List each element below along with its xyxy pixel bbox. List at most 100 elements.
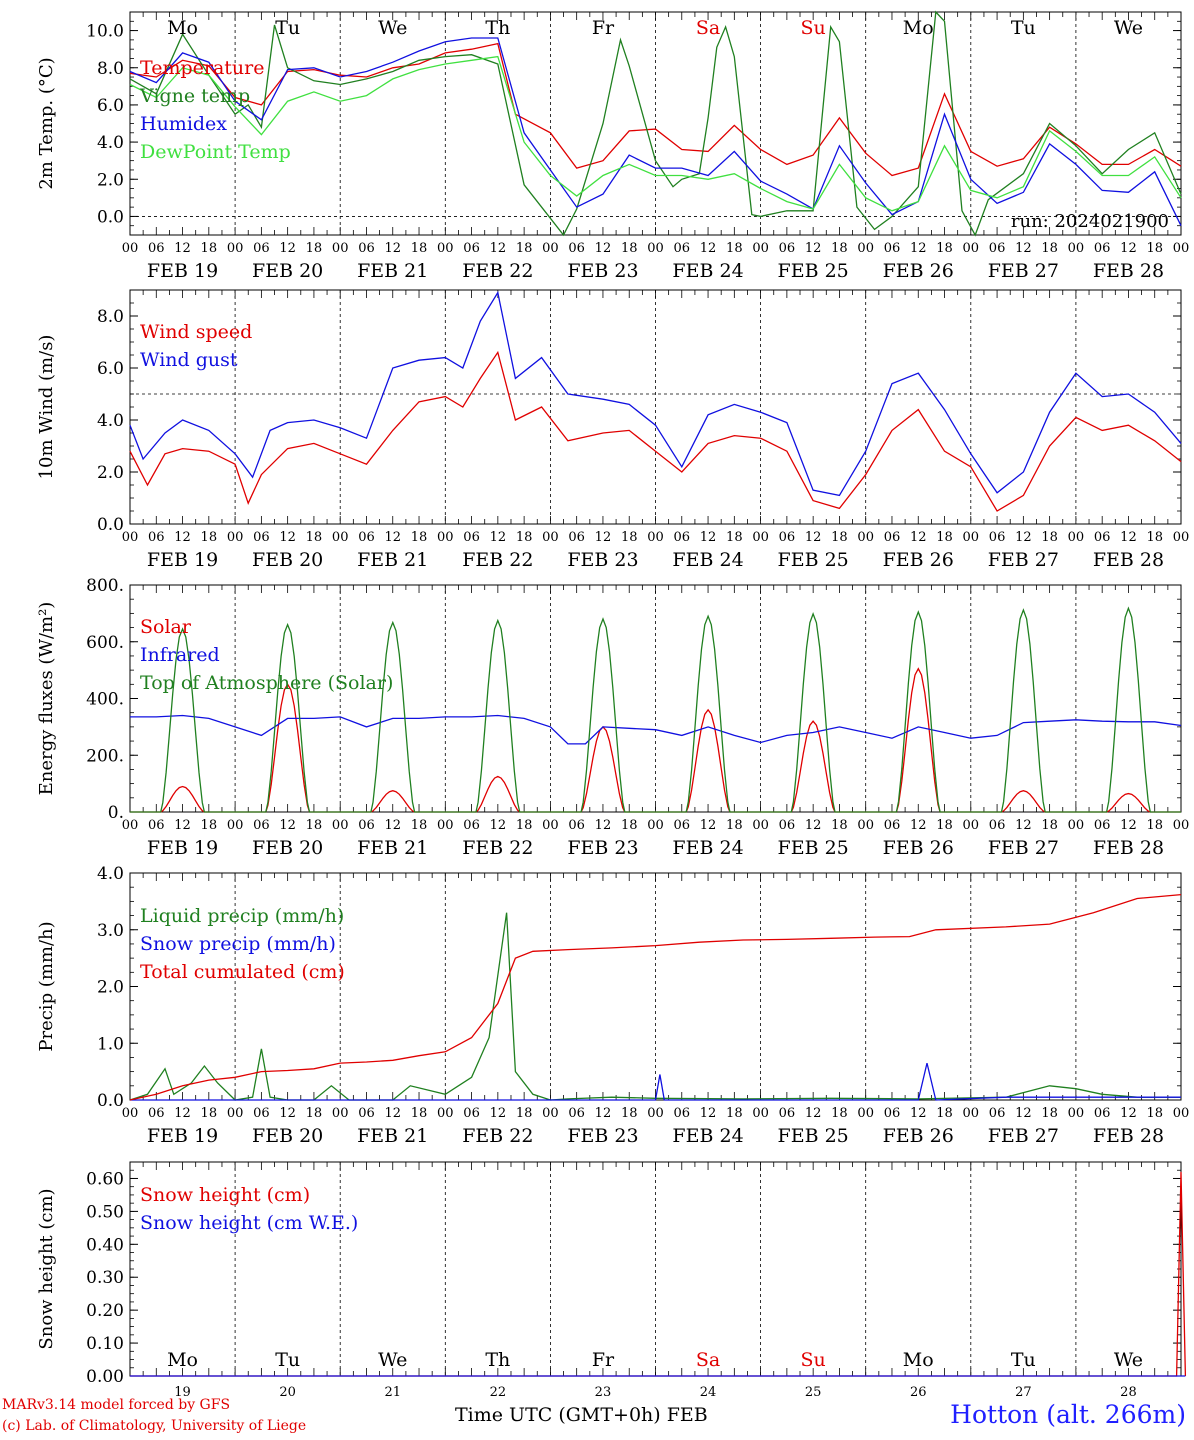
hour-tick-label: 18: [831, 1106, 848, 1121]
hour-tick-label: 18: [1041, 241, 1058, 256]
date-label: FEB 26: [883, 549, 954, 571]
legend-entry: Liquid precip (mm/h): [140, 905, 344, 927]
weekday-label: Su: [801, 1349, 826, 1371]
legend-entry: Snow height (cm W.E.): [140, 1212, 358, 1234]
hour-tick-label: 18: [516, 1106, 533, 1121]
y-tick-label: 0.40: [86, 1235, 124, 1255]
temp-frame: [129, 11, 1182, 236]
hour-tick-label: 00: [1068, 818, 1085, 833]
hour-tick-label: 00: [542, 1106, 559, 1121]
y-tick-label: 400.: [86, 690, 124, 710]
hour-tick-label: 12: [174, 530, 191, 545]
hour-tick-label: 06: [779, 1106, 796, 1121]
station-label: Hotton (alt. 266m): [950, 1400, 1186, 1429]
hour-tick-label: 18: [411, 241, 428, 256]
hour-tick-label: 06: [253, 1106, 270, 1121]
hour-tick-label: 06: [358, 241, 375, 256]
series-line: [129, 893, 1182, 1101]
run-label: run: 2024021900: [1011, 211, 1169, 232]
y-axis-label: 10m Wind (m/s): [36, 335, 57, 480]
hour-tick-label: 18: [726, 530, 743, 545]
legend-entry: Temperature: [140, 57, 264, 79]
legend-entry: Wind gust: [140, 349, 238, 371]
weekday-label: Su: [801, 17, 826, 39]
date-label: FEB 24: [672, 837, 743, 859]
hour-tick-label: 00: [1068, 1106, 1085, 1121]
hour-tick-label: 12: [1120, 241, 1137, 256]
weekday-label: Tu: [1011, 17, 1036, 39]
series-line: [129, 37, 1182, 226]
hour-tick-label: 00: [647, 530, 664, 545]
weekday-label: Tu: [275, 17, 300, 39]
model-credit: MARv3.14 model forced by GFS: [2, 1397, 231, 1413]
hour-tick-label: 18: [726, 241, 743, 256]
lab-credit: (c) Lab. of Climatology, University of L…: [2, 1418, 307, 1434]
x-axis-title: Time UTC (GMT+0h) FEB: [455, 1404, 708, 1426]
y-tick-label: 800.: [86, 576, 124, 596]
hour-tick-label: 12: [1015, 241, 1032, 256]
legend-entry: Snow height (cm): [140, 1184, 310, 1206]
wind-panel: 0.0 2.0 4.0 6.0 8.0 10m Wind (m/s) 00 06 12 18 00 0…: [36, 289, 1189, 571]
hour-tick-label: 06: [989, 1106, 1006, 1121]
hour-tick-label: 18: [411, 530, 428, 545]
hour-tick-label: 12: [384, 241, 401, 256]
weekday-label: Sa: [696, 1349, 720, 1371]
date-label: FEB 21: [357, 549, 428, 571]
date-label: FEB 22: [462, 260, 533, 282]
hour-tick-label: 00: [542, 530, 559, 545]
weekday-label: We: [1114, 17, 1143, 39]
hour-tick-label: 00: [332, 530, 349, 545]
hour-tick-label: 18: [621, 530, 638, 545]
date-label: FEB 20: [252, 260, 323, 282]
hour-tick-label: 06: [148, 530, 165, 545]
hour-tick-label: 06: [779, 818, 796, 833]
hour-tick-label: 06: [568, 241, 585, 256]
date-label: FEB 20: [252, 837, 323, 859]
hour-tick-label: 06: [358, 530, 375, 545]
hour-tick-label: 18: [201, 1106, 218, 1121]
hour-tick-label: 18: [936, 530, 953, 545]
hour-tick-label: 18: [726, 818, 743, 833]
hour-tick-label: 00: [227, 1106, 244, 1121]
energy-panel: 0. 200. 400. 600. 800. Energy fluxes (W/m²) 00…: [36, 576, 1189, 859]
hour-tick-label: 06: [568, 530, 585, 545]
hour-tick-label: 00: [437, 241, 454, 256]
weekday-label: Tu: [275, 1349, 300, 1371]
hour-tick-label: 00: [122, 241, 139, 256]
weekday-label: Sa: [696, 17, 720, 39]
hour-tick-label: 00: [122, 530, 139, 545]
date-label: FEB 24: [672, 1125, 743, 1147]
hour-tick-label: 12: [279, 530, 296, 545]
date-label: FEB 25: [778, 549, 849, 571]
y-tick-label: 600.: [86, 633, 124, 653]
y-tick-label: 0.0: [97, 1091, 124, 1111]
hour-tick-label: 18: [516, 530, 533, 545]
hour-tick-label: 00: [647, 1106, 664, 1121]
hour-tick-label: 18: [1146, 818, 1163, 833]
y-axis-label: Energy fluxes (W/m²): [36, 602, 57, 796]
weekday-label: We: [1114, 1349, 1143, 1371]
hour-tick-label: 00: [332, 241, 349, 256]
day-number-label: 25: [805, 1385, 822, 1400]
hour-tick-label: 06: [674, 241, 691, 256]
y-tick-label: 4.0: [97, 864, 124, 884]
date-label: FEB 24: [672, 549, 743, 571]
y-tick-label: 3.0: [97, 921, 124, 941]
weekday-label: We: [378, 1349, 407, 1371]
hour-tick-label: 00: [227, 530, 244, 545]
date-label: FEB 25: [778, 260, 849, 282]
hour-tick-label: 06: [148, 241, 165, 256]
y-tick-label: 8.0: [97, 307, 124, 327]
y-tick-label: 2.0: [97, 170, 124, 190]
legend-entry: Total cumulated (cm): [140, 961, 345, 983]
series-line: [129, 350, 1182, 512]
snow-panel: 0.00 0.10 0.20 0.30 0.40 0.50 0.60 Snow height …: [36, 1161, 1187, 1400]
hour-tick-label: 06: [358, 1106, 375, 1121]
hour-tick-label: 12: [384, 1106, 401, 1121]
day-number-label: 23: [595, 1385, 612, 1400]
day-number-label: 26: [910, 1385, 927, 1400]
weekday-label: Th: [485, 1349, 510, 1371]
temp-panel: 0.0 2.0 4.0 6.0 8.0 10.0 2m Temp. (°C) 00 06 12 18…: [36, 10, 1189, 282]
hour-tick-label: 00: [752, 818, 769, 833]
date-label: FEB 25: [778, 837, 849, 859]
